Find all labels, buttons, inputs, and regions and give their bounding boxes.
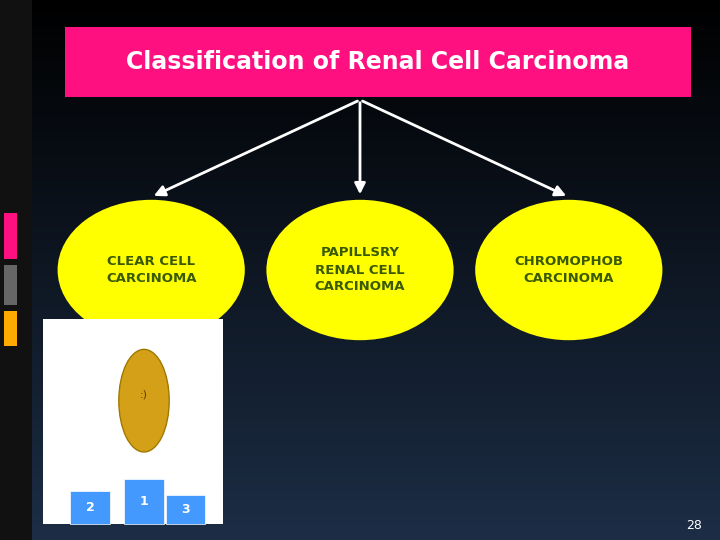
Text: 28: 28: [686, 519, 702, 532]
Text: :): :): [140, 389, 148, 400]
Text: 3: 3: [181, 503, 189, 516]
Bar: [124, 478, 163, 524]
Ellipse shape: [266, 200, 454, 340]
Ellipse shape: [475, 200, 662, 340]
Text: CHROMOPHOB
CARCINOMA: CHROMOPHOB CARCINOMA: [514, 255, 624, 285]
Bar: [43, 319, 223, 524]
Ellipse shape: [58, 200, 245, 340]
Text: Classification of Renal Cell Carcinoma: Classification of Renal Cell Carcinoma: [127, 50, 629, 74]
Ellipse shape: [119, 349, 169, 452]
Bar: [4, 213, 17, 259]
Bar: [71, 491, 109, 524]
Text: PAPILLSRY
RENAL CELL
CARCINOMA: PAPILLSRY RENAL CELL CARCINOMA: [315, 246, 405, 294]
Text: 2: 2: [86, 501, 94, 514]
Bar: [166, 495, 205, 524]
FancyBboxPatch shape: [65, 27, 691, 97]
Text: 1: 1: [140, 495, 148, 508]
Bar: [4, 265, 17, 305]
Bar: [0, 0, 32, 540]
Bar: [4, 310, 17, 346]
Text: CLEAR CELL
CARCINOMA: CLEAR CELL CARCINOMA: [106, 255, 197, 285]
